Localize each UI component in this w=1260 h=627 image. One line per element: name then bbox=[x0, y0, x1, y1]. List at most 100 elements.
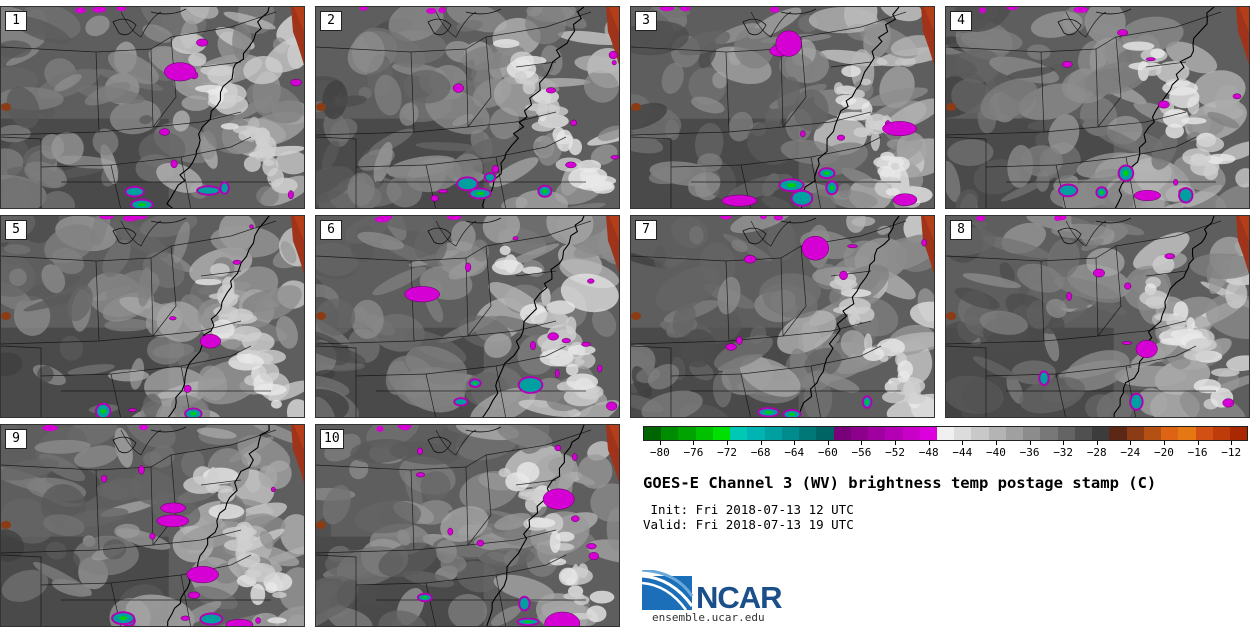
panel-label: 5 bbox=[5, 220, 27, 240]
colorbar-swatch bbox=[1126, 427, 1144, 440]
colorbar-tick-label: −60 bbox=[817, 446, 838, 459]
colorbar-swatch bbox=[764, 427, 782, 440]
colorbar-swatch bbox=[885, 427, 903, 440]
postage-stamp-panel: 3 bbox=[630, 6, 935, 209]
colorbar-swatch bbox=[850, 427, 869, 440]
colorbar-tick-label: −52 bbox=[885, 446, 906, 459]
colorbar-tick-label: −72 bbox=[717, 446, 737, 459]
panel-label: 2 bbox=[320, 11, 342, 31]
colorbar-tick bbox=[1231, 441, 1233, 445]
colorbar-tick bbox=[827, 441, 829, 445]
colorbar-swatch bbox=[661, 427, 679, 440]
colorbar-swatch bbox=[936, 427, 955, 440]
panel-label: 4 bbox=[950, 11, 972, 31]
colorbar-swatch bbox=[1023, 427, 1041, 440]
postage-stamp-panel: 6 bbox=[315, 215, 620, 418]
colorbar-tick-label: −24 bbox=[1120, 446, 1141, 459]
colorbar-tick bbox=[727, 441, 729, 445]
postage-stamp-panel: 5 bbox=[0, 215, 305, 418]
panel-label: 6 bbox=[320, 220, 342, 240]
colorbar-swatch bbox=[747, 427, 765, 440]
colorbar-tick bbox=[1130, 441, 1132, 445]
colorbar-swatch bbox=[919, 427, 937, 440]
panel-label: 7 bbox=[635, 220, 657, 240]
ncar-logo-text: NCAR bbox=[696, 580, 783, 615]
colorbar-tick-label: −20 bbox=[1154, 446, 1174, 459]
wv-field-map bbox=[946, 7, 1249, 208]
colorbar-swatch bbox=[1057, 427, 1075, 440]
postage-stamp-panel: 4 bbox=[945, 6, 1250, 209]
panel-label: 9 bbox=[5, 429, 27, 449]
colorbar-tick-label: −40 bbox=[985, 446, 1006, 459]
colorbar-tick bbox=[895, 441, 897, 445]
panel-label: 8 bbox=[950, 220, 972, 240]
colorbar-tick-label: −36 bbox=[1019, 446, 1040, 459]
postage-stamp-panel: 10 bbox=[315, 424, 620, 627]
colorbar-swatch bbox=[695, 427, 713, 440]
colorbar-swatch bbox=[1040, 427, 1058, 440]
colorbar-tick bbox=[659, 441, 661, 445]
colorbar-swatch bbox=[1195, 427, 1213, 440]
colorbar-swatch bbox=[1109, 427, 1127, 440]
colorbar-swatch bbox=[1143, 427, 1162, 440]
colorbar-swatch bbox=[954, 427, 972, 440]
colorbar-swatch bbox=[988, 427, 1006, 440]
colorbar-swatch bbox=[971, 427, 989, 440]
colorbar-tick bbox=[794, 441, 796, 445]
colorbar-swatch bbox=[1178, 427, 1196, 440]
colorbar-tick bbox=[861, 441, 863, 445]
plot-title: GOES-E Channel 3 (WV) brightness temp po… bbox=[643, 474, 1157, 492]
colorbar-tick-label: −12 bbox=[1221, 446, 1242, 459]
postage-stamp-panel: 9 bbox=[0, 424, 305, 627]
wv-field-map bbox=[316, 216, 619, 417]
colorbar-swatch bbox=[902, 427, 920, 440]
colorbar-ticks: −80 −76 −72 −68 −64 −60 −56 −52 −48 −44 −40 −36 −32−… bbox=[643, 441, 1248, 461]
colorbar-swatch bbox=[712, 427, 731, 440]
colorbar-tick-label: −56 bbox=[851, 446, 872, 459]
colorbar bbox=[643, 426, 1248, 441]
colorbar-swatch bbox=[1074, 427, 1093, 440]
colorbar-tick-label: −16 bbox=[1187, 446, 1208, 459]
colorbar-tick-label: −76 bbox=[683, 446, 704, 459]
valid-time: Valid: Fri 2018-07-13 19 UTC bbox=[643, 517, 854, 532]
colorbar-tick-label: −80 bbox=[649, 446, 670, 459]
colorbar-tick-label: −44 bbox=[952, 446, 973, 459]
ncar-logo-icon bbox=[642, 570, 694, 611]
postage-stamp-panel: 1 bbox=[0, 6, 305, 209]
colorbar-tick bbox=[995, 441, 997, 445]
colorbar-swatch bbox=[799, 427, 817, 440]
wv-field-map bbox=[631, 7, 934, 208]
postage-stamp-panel: 8 bbox=[945, 215, 1250, 418]
colorbar-tick-label: −48 bbox=[918, 446, 939, 459]
colorbar-swatch bbox=[868, 427, 886, 440]
colorbar-tick bbox=[1029, 441, 1031, 445]
colorbar-swatch bbox=[833, 427, 851, 440]
panel-label: 3 bbox=[635, 11, 657, 31]
wv-field-map bbox=[631, 216, 934, 417]
wv-field-map bbox=[316, 7, 619, 208]
wv-field-map bbox=[1, 216, 304, 417]
wv-field-map bbox=[946, 216, 1249, 417]
colorbar-tick-label: −32 bbox=[1053, 446, 1074, 459]
postage-stamp-panel: 2 bbox=[315, 6, 620, 209]
colorbar-tick bbox=[962, 441, 964, 445]
wv-field-map bbox=[1, 425, 304, 626]
colorbar-tick bbox=[1063, 441, 1065, 445]
colorbar-swatch bbox=[1092, 427, 1110, 440]
colorbar-tick bbox=[693, 441, 695, 445]
colorbar-swatch bbox=[1161, 427, 1179, 440]
colorbar-swatch bbox=[644, 427, 662, 440]
site-url: ensemble.ucar.edu bbox=[652, 611, 765, 624]
colorbar-tick-label: −28 bbox=[1086, 446, 1107, 459]
colorbar-tick bbox=[928, 441, 930, 445]
panel-label: 10 bbox=[320, 429, 344, 449]
colorbar-swatch bbox=[1005, 427, 1024, 440]
wv-field-map bbox=[1, 7, 304, 208]
colorbar-swatch bbox=[730, 427, 748, 440]
colorbar-swatch bbox=[816, 427, 834, 440]
colorbar-tick bbox=[1163, 441, 1165, 445]
colorbar-tick bbox=[1096, 441, 1098, 445]
colorbar-swatch bbox=[1212, 427, 1230, 440]
init-time: Init: Fri 2018-07-13 12 UTC bbox=[643, 502, 854, 517]
wv-field-map bbox=[316, 425, 619, 626]
